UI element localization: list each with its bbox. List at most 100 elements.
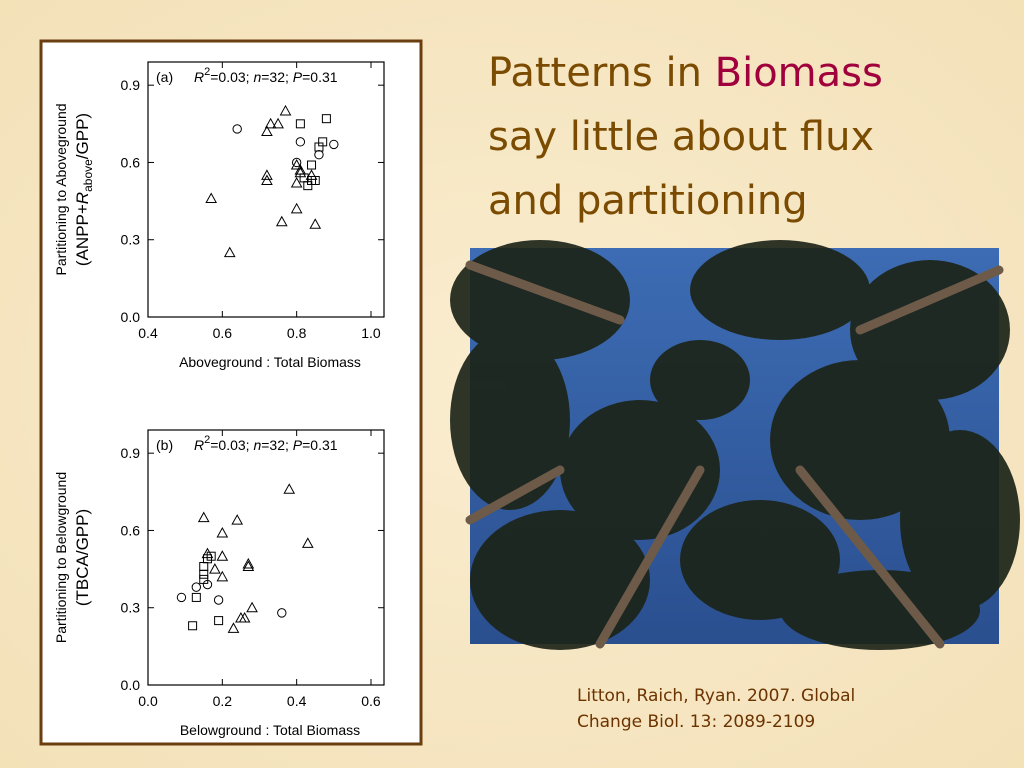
circle-point	[213, 595, 224, 605]
triangle-point	[227, 622, 240, 633]
stats-part: R	[194, 437, 204, 453]
y-axis-label-part: (TBCA/GPP)	[73, 509, 92, 606]
triangle-point	[231, 514, 244, 525]
x-tick-label: 0.8	[287, 325, 307, 341]
y-tick-label: 0.3	[121, 600, 141, 616]
y-tick-label: 0.6	[121, 154, 141, 170]
triangle-point	[264, 117, 277, 129]
stats-part: P	[293, 437, 303, 453]
stats-part: =0.03;	[210, 69, 253, 85]
title-highlight: Biomass	[715, 50, 883, 96]
triangle-point	[275, 215, 288, 227]
slide-title: Patterns in Biomass	[488, 50, 883, 96]
slide-title: say little about flux	[488, 114, 874, 160]
x-tick-label: 0.4	[287, 693, 307, 709]
stats-part: =0.03;	[210, 437, 253, 453]
x-tick-label: 0.6	[361, 693, 381, 709]
citation: Change Biol. 13: 2089-2109	[577, 712, 815, 732]
stats-part: n	[253, 69, 261, 85]
triangle-point	[301, 537, 314, 548]
square-point	[321, 114, 331, 124]
x-tick-label: 0.2	[213, 693, 233, 709]
plots: 0.4 0.6 0.8 1.0 0.0 0.3 0.6 0.9 Aboveground : To…	[53, 61, 385, 738]
y-tick-label: 0.0	[121, 677, 141, 693]
circle-point	[329, 139, 339, 150]
triangle-point	[246, 601, 258, 613]
triangle-point	[216, 550, 229, 561]
square-point	[191, 592, 201, 602]
photo	[450, 240, 1020, 650]
circle-point	[277, 608, 287, 618]
stats-part: 2	[204, 66, 210, 78]
y-axis-label-part: /GPP)	[73, 113, 92, 159]
triangle-point	[309, 218, 322, 229]
square-point	[199, 574, 209, 584]
stats-part: =32;	[261, 69, 293, 85]
triangle-point	[223, 246, 236, 258]
square-point	[303, 181, 313, 191]
stats-part: =0.31	[302, 437, 338, 453]
triangle-point	[290, 177, 303, 188]
y-axis-label-part: above	[81, 159, 95, 192]
triangle-point	[238, 612, 251, 623]
figure-panel	[39, 39, 423, 746]
square-point	[307, 160, 317, 170]
triangle-point	[283, 483, 296, 494]
y-axis-label: (TBCA/GPP)	[73, 509, 92, 606]
square-point	[295, 119, 305, 129]
y-tick-label: 0.3	[121, 232, 141, 248]
stats-part: P	[293, 69, 303, 85]
scatter-chart: 0.4 0.6 0.8 1.0 0.0 0.3 0.6 0.9 Aboveground : To…	[53, 61, 385, 370]
plot-frame	[147, 429, 385, 686]
triangle-point	[242, 557, 255, 569]
triangle-point	[261, 169, 273, 180]
scatter-chart: 0.0 0.2 0.4 0.6 0.0 0.3 0.6 0.9 Belowground : To…	[53, 429, 385, 738]
x-tick-label: 1.0	[361, 325, 381, 341]
square-point	[314, 142, 324, 152]
stats-annotation: R2=0.03; n=32; P=0.31	[194, 434, 338, 453]
y-tick-label: 0.9	[121, 445, 141, 461]
circle-point	[232, 124, 242, 134]
stats-part: =0.31	[302, 69, 338, 85]
y-axis-label: (ANPP+Rabove/GPP)	[73, 113, 95, 266]
x-axis-label: Belowground : Total Biomass	[180, 722, 360, 738]
circle-point	[191, 582, 202, 592]
circle-point	[176, 592, 187, 603]
square-point	[206, 551, 216, 561]
x-tick-label: 0.0	[138, 693, 158, 709]
stats-part: n	[253, 437, 261, 453]
stats-annotation: R2=0.03; n=32; P=0.31	[194, 66, 338, 85]
y-axis-label-part: R	[73, 192, 92, 204]
x-tick-label: 0.4	[138, 325, 158, 341]
plot-frame	[147, 61, 385, 318]
square-point	[188, 621, 198, 631]
slide-title: and partitioning	[488, 178, 808, 224]
square-point	[310, 175, 320, 185]
triangle-point	[209, 563, 221, 574]
triangle-point	[216, 570, 229, 582]
y-tick-label: 0.9	[121, 77, 141, 93]
title-text: Patterns in	[488, 50, 715, 96]
circle-point	[295, 137, 306, 147]
square-point	[214, 616, 224, 626]
triangle-point	[279, 104, 292, 116]
triangle-point	[261, 125, 273, 137]
triangle-point	[290, 202, 303, 214]
panel-label: (b)	[156, 437, 173, 453]
y-tick-label: 0.6	[121, 522, 141, 538]
triangle-point	[290, 159, 303, 170]
triangle-point	[205, 192, 218, 204]
stats-part: 2	[204, 434, 210, 446]
citation: Litton, Raich, Ryan. 2007. Global	[577, 686, 855, 706]
circle-point	[291, 157, 302, 168]
x-tick-label: 0.6	[213, 325, 233, 341]
x-axis-label: Aboveground : Total Biomass	[179, 354, 361, 370]
triangle-point	[242, 560, 255, 572]
triangle-point	[197, 511, 210, 523]
triangle-point	[261, 174, 273, 185]
stats-part: R	[194, 69, 204, 85]
triangle-point	[272, 117, 284, 129]
y-axis-label: Partitioning to Aboveground	[53, 103, 69, 275]
